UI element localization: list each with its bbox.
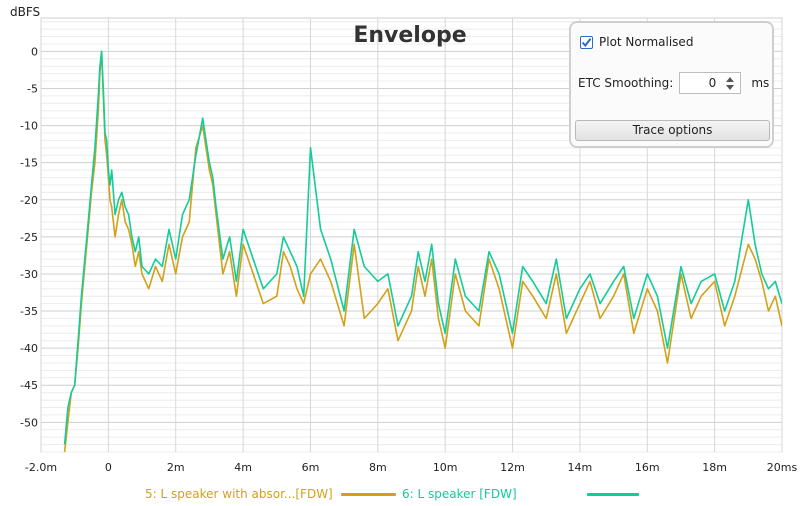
x-tick-label: 0 — [105, 461, 112, 474]
legend-item-series-5[interactable]: 5: L speaker with absor...[FDW] — [145, 487, 396, 501]
etc-smoothing-label: ETC Smoothing: — [578, 76, 674, 90]
x-tick-label: 4m — [234, 461, 252, 474]
x-tick-label: 12m — [500, 461, 525, 474]
x-tick-labels: -2.0m 0 2m 4m 6m 8m 10m 12m 14m 16m 18m 20ms — [25, 461, 798, 474]
legend-label-series-6: 6: L speaker [FDW] — [402, 487, 517, 501]
series-line-5 — [63, 50, 782, 452]
y-tick-label: -30 — [20, 268, 38, 281]
etc-smoothing-unit: ms — [751, 76, 770, 90]
y-tick-label: -40 — [20, 342, 38, 355]
checkmark-icon — [581, 37, 592, 47]
legend-swatch-series-6 — [586, 492, 639, 496]
x-tick-label: 16m — [635, 461, 660, 474]
etc-smoothing-spinner[interactable]: 0 — [679, 72, 742, 94]
y-tick-label: -50 — [20, 416, 38, 429]
x-tick-label: 18m — [702, 461, 727, 474]
x-tick-label: 2m — [167, 461, 185, 474]
legend-item-series-6[interactable]: 6: L speaker [FDW] — [402, 487, 639, 501]
series-line-6 — [63, 50, 782, 445]
spin-down-icon[interactable] — [722, 83, 738, 91]
y-tick-label: -45 — [20, 379, 38, 392]
x-tick-label: 8m — [369, 461, 387, 474]
legend-swatch-series-5 — [340, 492, 396, 496]
chart-title: Envelope — [353, 23, 466, 48]
envelope-options-panel: Plot Normalised ETC Smoothing: 0 ms Trac… — [569, 21, 774, 148]
y-tick-label: -15 — [20, 157, 38, 170]
y-tick-label: -35 — [20, 305, 38, 318]
etc-smoothing-row: ETC Smoothing: 0 ms — [578, 72, 769, 94]
y-tick-label: -20 — [20, 194, 38, 207]
plot-normalised-label: Plot Normalised — [599, 35, 694, 49]
y-tick-label: 0 — [31, 45, 38, 58]
y-tick-labels: 0 -5 -10 -15 -20 -25 -30 -35 -40 -45 -50 — [20, 45, 38, 429]
spin-up-icon[interactable] — [722, 75, 738, 83]
x-tick-label: -2.0m — [25, 461, 57, 474]
x-tick-label: 6m — [302, 461, 320, 474]
y-axis-unit: dBFS — [10, 5, 40, 19]
x-tick-label: 14m — [568, 461, 593, 474]
y-tick-label: -5 — [27, 82, 38, 95]
x-tick-label: 20ms — [767, 461, 798, 474]
y-tick-label: -25 — [20, 231, 38, 244]
plot-normalised-checkbox[interactable] — [580, 35, 593, 49]
plot-normalised-row[interactable]: Plot Normalised — [580, 35, 693, 49]
x-tick-label: 10m — [433, 461, 458, 474]
trace-options-button[interactable]: Trace options — [575, 120, 770, 141]
y-tick-label: -10 — [20, 120, 38, 133]
etc-smoothing-value[interactable]: 0 — [708, 76, 717, 90]
series-lines — [63, 50, 782, 452]
legend-label-series-5: 5: L speaker with absor...[FDW] — [145, 487, 333, 501]
